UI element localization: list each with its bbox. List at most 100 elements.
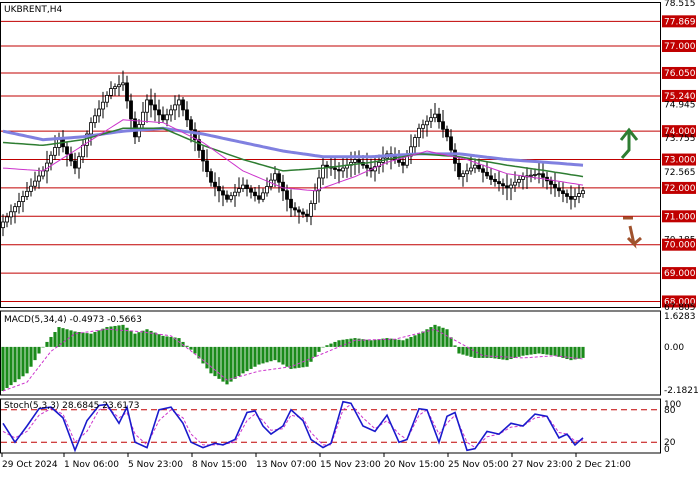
macd-bar (345, 339, 349, 347)
macd-bar (289, 346, 293, 369)
macd-bar (205, 346, 209, 369)
stoch-pane[interactable] (0, 398, 661, 454)
candle-body (233, 191, 237, 197)
macd-bar (213, 346, 217, 377)
candle-body (289, 198, 293, 209)
macd-bar (29, 346, 33, 367)
candle-body (49, 154, 53, 164)
macd-bar (565, 346, 569, 360)
macd-bar (13, 346, 17, 383)
candle-body (285, 190, 289, 200)
candle-body (81, 144, 85, 158)
candle-body (273, 173, 277, 181)
candle-body (17, 201, 21, 208)
candle-body (177, 99, 181, 106)
price-label: 74.000 (662, 125, 696, 138)
macd-bar (273, 346, 277, 361)
macd-bar (241, 346, 245, 374)
macd-bar (245, 346, 249, 372)
macd-bar (413, 335, 417, 347)
candle-body (565, 193, 569, 197)
price-label-bg (662, 153, 696, 166)
macd-bar (109, 326, 113, 347)
macd-bar (445, 329, 449, 347)
macd-bar (265, 346, 269, 363)
macd-bar (473, 346, 477, 358)
time-label: 2 Dec 21:00 (576, 460, 631, 470)
price-label-text: 72.000 (664, 184, 696, 194)
macd-bar (73, 331, 77, 347)
price-label-bg (662, 238, 696, 251)
macd-bar (365, 339, 369, 347)
macd-bar (53, 332, 57, 347)
macd-bar (145, 329, 149, 347)
candle-body (209, 171, 213, 183)
macd-bar (485, 346, 489, 358)
candle-body (313, 190, 317, 204)
candle-body (485, 171, 489, 177)
price-label-text: 72.565 (664, 168, 696, 178)
macd-axis-label: 0.00 (664, 343, 684, 353)
macd-bar (237, 346, 241, 377)
macd-bar (41, 346, 45, 348)
price-label-text: 75.240 (664, 92, 696, 102)
macd-bar (201, 346, 205, 364)
price-label: 71.000 (662, 210, 696, 223)
macd-axis-label: 1.6283 (664, 312, 696, 322)
macd-bar (545, 346, 549, 355)
macd-bar (493, 346, 497, 359)
candle-body (173, 104, 177, 111)
candle-body (581, 190, 585, 195)
candle-body (529, 174, 533, 177)
macd-bar (133, 333, 137, 347)
macd-bar (97, 330, 101, 347)
macd-bar (285, 346, 289, 367)
macd-bar (337, 340, 341, 347)
candle-body (309, 203, 313, 217)
candle-body (537, 173, 541, 176)
macd-pane[interactable] (0, 310, 661, 396)
macd-bar (85, 333, 89, 347)
price-pane[interactable] (0, 2, 661, 308)
macd-bar (513, 346, 517, 358)
time-label: 8 Nov 15:00 (192, 460, 247, 470)
price-label-bg (662, 66, 696, 79)
macd-bar (561, 346, 565, 358)
macd-bar (349, 338, 353, 347)
macd-bar (193, 346, 197, 354)
chart-title: UKBRENT,H4 (4, 5, 62, 15)
candle-body (221, 190, 225, 196)
price-pane-frame (0, 2, 661, 308)
macd-bar (317, 346, 321, 352)
candle-body (473, 164, 477, 169)
macd-bar (533, 346, 537, 355)
macd-bar (69, 330, 73, 347)
stoch-main-line (2, 400, 584, 453)
macd-bar (169, 336, 173, 347)
macd-bar (105, 327, 109, 347)
candle-body (541, 173, 545, 178)
candle-body (465, 170, 469, 175)
macd-bar (185, 345, 189, 347)
macd-bar (433, 324, 437, 347)
price-label-text: 77.000 (664, 42, 696, 52)
candle-body (5, 216, 9, 223)
macd-bar (525, 346, 529, 356)
macd-bar (369, 340, 373, 347)
price-label: 78.515 (664, 0, 696, 9)
candle-body (553, 183, 557, 189)
macd-bar (189, 346, 193, 350)
macd-bar (5, 346, 9, 389)
candle-body (45, 162, 49, 172)
price-label: 72.000 (662, 181, 696, 194)
price-label-text: 73.755 (664, 134, 696, 144)
candle-body (493, 179, 497, 182)
macd-bar (521, 346, 525, 356)
macd-bar (441, 327, 445, 347)
macd-bar (537, 346, 541, 354)
macd-bar (397, 339, 401, 347)
time-label: 15 Nov 23:00 (320, 460, 381, 470)
